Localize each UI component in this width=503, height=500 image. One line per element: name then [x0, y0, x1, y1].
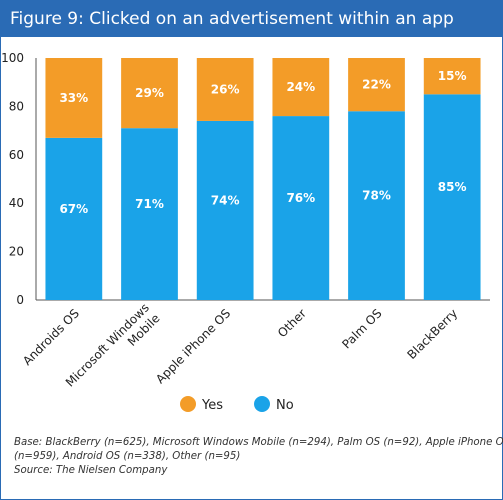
bar-no-2	[196, 120, 254, 300]
base-note: Base: BlackBerry (n=625), Microsoft Wind…	[14, 436, 503, 478]
data-label-yes-2: 26%	[211, 82, 240, 96]
legend-swatch-no	[254, 396, 270, 412]
bar-no-3	[272, 116, 330, 300]
legend-label-yes: Yes	[201, 398, 223, 413]
data-label-yes-5: 15%	[438, 69, 467, 83]
data-label-no-1: 71%	[135, 197, 164, 211]
y-tick-label-80: 80	[9, 99, 24, 113]
data-label-no-4: 78%	[362, 189, 391, 203]
base-note-line-2: (n=959), Android OS (n=338), Other (n=95…	[14, 451, 241, 462]
data-label-yes-4: 22%	[362, 78, 391, 92]
x-tick-label-2: Apple iPhone OS	[153, 306, 233, 386]
legend-swatch-yes	[180, 396, 196, 412]
y-tick-label-20: 20	[9, 245, 24, 259]
x-tick-label-0: Androids OS	[20, 306, 82, 368]
y-tick-label-100: 100	[1, 51, 24, 65]
base-note-line-1: Base: BlackBerry (n=625), Microsoft Wind…	[14, 437, 503, 448]
y-tick-label-0: 0	[16, 293, 24, 307]
bar-yes-5	[423, 58, 481, 95]
data-label-no-2: 74%	[211, 193, 240, 207]
data-label-no-3: 76%	[286, 191, 315, 205]
data-label-no-5: 85%	[438, 180, 467, 194]
bar-yes-1	[121, 58, 178, 129]
bar-no-5	[423, 94, 481, 300]
data-label-yes-1: 29%	[135, 86, 164, 100]
bar-yes-3	[272, 58, 330, 117]
x-tick-label-5: BlackBerry	[405, 306, 461, 362]
bar-no-4	[348, 111, 405, 301]
bar-no-0	[45, 137, 103, 300]
data-label-no-0: 67%	[59, 202, 88, 216]
chart-title: Figure 9: Clicked on an advertisement wi…	[1, 1, 502, 37]
y-tick-label-40: 40	[9, 196, 24, 210]
y-tick-label-60: 60	[9, 148, 24, 162]
legend-label-no: No	[276, 398, 294, 413]
x-tick-label-4: Palm OS	[339, 306, 384, 351]
data-label-yes-0: 33%	[59, 91, 88, 105]
bar-yes-4	[348, 58, 405, 112]
source-note: Source: The Nielsen Company	[14, 465, 168, 476]
bar-yes-2	[196, 58, 254, 121]
bar-yes-0	[45, 58, 103, 138]
x-tick-label-3: Other	[275, 306, 309, 340]
data-label-yes-3: 24%	[286, 80, 315, 94]
bar-no-1	[121, 128, 178, 300]
